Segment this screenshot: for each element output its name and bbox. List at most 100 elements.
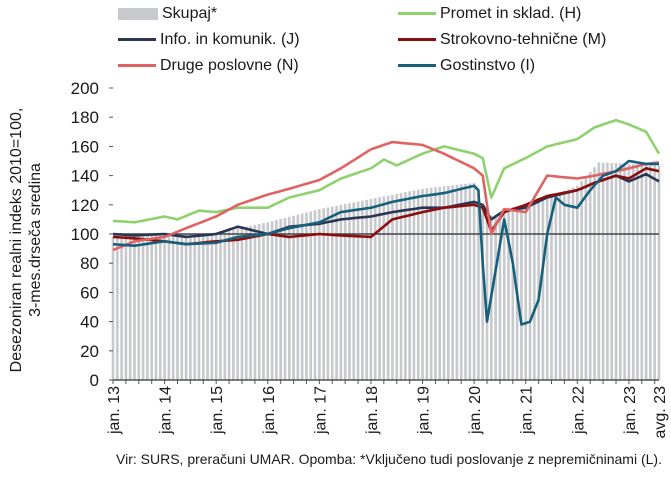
- bar-skupaj: [653, 165, 657, 380]
- bar-skupaj: [352, 202, 356, 380]
- bar-skupaj: [588, 171, 592, 380]
- bar-skupaj: [141, 236, 145, 380]
- bar-skupaj: [657, 165, 661, 380]
- bar-skupaj: [270, 221, 274, 380]
- series-line-h: [112, 118, 661, 224]
- bar-skupaj: [618, 163, 622, 380]
- bar-skupaj: [644, 164, 648, 380]
- bar-skupaj: [154, 235, 158, 380]
- bar-skupaj: [361, 200, 364, 380]
- bar-skupaj: [434, 187, 437, 380]
- x-tick-label: jan. 14: [158, 386, 175, 435]
- bar-skupaj: [554, 194, 558, 380]
- bar-skupaj: [193, 233, 197, 380]
- bar-skupaj: [614, 163, 618, 380]
- y-tick-label: 0: [90, 371, 99, 390]
- bar-skupaj: [128, 236, 132, 380]
- bar-skupaj: [477, 194, 480, 380]
- bar-skupaj: [244, 226, 248, 380]
- bar-skupaj: [120, 236, 123, 380]
- legend-item-h: Promet in sklad. (H): [398, 5, 581, 23]
- bar-skupaj: [369, 198, 373, 380]
- bar-skupaj: [447, 185, 450, 380]
- bar-skupaj: [253, 224, 257, 380]
- y-axis-label-line1: Desezoniran realni indeks 2010=100,: [8, 107, 25, 373]
- x-tick-label: jan. 22: [570, 386, 587, 435]
- bar-skupaj: [339, 204, 343, 380]
- x-tick-label: jan. 19: [416, 386, 433, 435]
- series-lines: [112, 118, 661, 326]
- legend-swatch-n: [118, 64, 156, 68]
- bar-skupaj: [356, 201, 360, 380]
- bar-skupaj: [649, 164, 652, 380]
- bar-skupaj: [232, 229, 235, 380]
- bar-skupaj: [429, 187, 433, 380]
- bar-skupaj: [167, 235, 171, 380]
- bar-skupaj: [373, 198, 377, 380]
- bar-skupaj: [584, 176, 588, 380]
- bar-skupaj: [498, 212, 502, 380]
- bar-skupaj: [593, 167, 596, 380]
- bar-skupaj: [468, 183, 472, 380]
- bar-skupaj: [606, 162, 609, 380]
- y-tick-label: 140: [71, 167, 99, 186]
- bar-skupaj: [386, 195, 390, 380]
- bar-skupaj: [563, 190, 566, 380]
- x-tick-label: jan. 17: [312, 386, 329, 435]
- legend-swatch-j: [118, 38, 156, 42]
- bar-skupaj: [227, 229, 231, 380]
- legend-swatch-skupaj: [118, 7, 158, 20]
- x-tick-label: jan. 20: [467, 386, 484, 435]
- bar-skupaj: [206, 233, 209, 380]
- bar-skupaj: [335, 205, 338, 380]
- bar-skupaj: [343, 204, 347, 380]
- bar-skupaj: [391, 194, 394, 380]
- bar-skupaj: [412, 190, 416, 380]
- bar-skupaj: [451, 185, 454, 380]
- y-tick-label: 60: [80, 283, 99, 302]
- bar-skupaj: [399, 192, 403, 380]
- bar-skupaj: [459, 184, 463, 380]
- legend-item-m: Strokovno-tehnične (M): [398, 31, 606, 49]
- y-tick-label: 180: [71, 108, 99, 127]
- bar-skupaj: [472, 182, 476, 380]
- bar-skupaj: [236, 228, 240, 380]
- bar-skupaj: [300, 213, 304, 380]
- bar-skupaj: [322, 208, 325, 380]
- legend-item-i: Gostinstvo (I): [398, 57, 535, 75]
- bar-skupaj: [494, 215, 497, 380]
- bar-skupaj: [636, 164, 639, 380]
- bar-skupaj: [283, 217, 287, 380]
- legend-label-i: Gostinstvo (I): [440, 57, 536, 74]
- bar-skupaj: [580, 181, 583, 380]
- bar-skupaj: [326, 207, 330, 380]
- axes: 0 20 40 60 80 100 120 140 160 180 200 jan. 13 jan. 1…: [71, 79, 669, 438]
- bar-skupaj: [146, 235, 149, 380]
- legend-label-m: Strokovno-tehnične (M): [440, 31, 607, 48]
- bar-skupaj: [115, 236, 119, 380]
- bar-skupaj: [532, 201, 536, 380]
- x-tick-label: jan. 23: [622, 386, 639, 435]
- bar-skupaj: [318, 209, 321, 380]
- bar-skupaj: [502, 210, 506, 380]
- bar-skupaj: [481, 205, 485, 380]
- bar-skupaj: [610, 163, 614, 380]
- bar-skupaj: [171, 234, 175, 380]
- bar-skupaj: [550, 195, 553, 380]
- bar-skupaj: [163, 235, 166, 380]
- bar-skupaj: [262, 223, 265, 380]
- bar-skupaj: [511, 206, 515, 380]
- bar-skupaj: [137, 236, 141, 380]
- x-tick-label: avg. 23: [652, 386, 669, 439]
- bar-skupaj: [507, 207, 510, 380]
- bar-skupaj: [545, 197, 549, 380]
- bar-skupaj: [395, 193, 399, 380]
- y-tick-label: 80: [80, 254, 99, 273]
- bar-skupaj: [365, 199, 368, 380]
- bar-skupaj: [279, 219, 283, 380]
- bar-skupaj: [214, 232, 218, 380]
- bar-skupaj: [416, 189, 420, 380]
- series-line-n: [112, 140, 660, 252]
- bar-skupaj: [378, 197, 381, 380]
- legend-item-j: Info. in komunik. (J): [118, 31, 300, 49]
